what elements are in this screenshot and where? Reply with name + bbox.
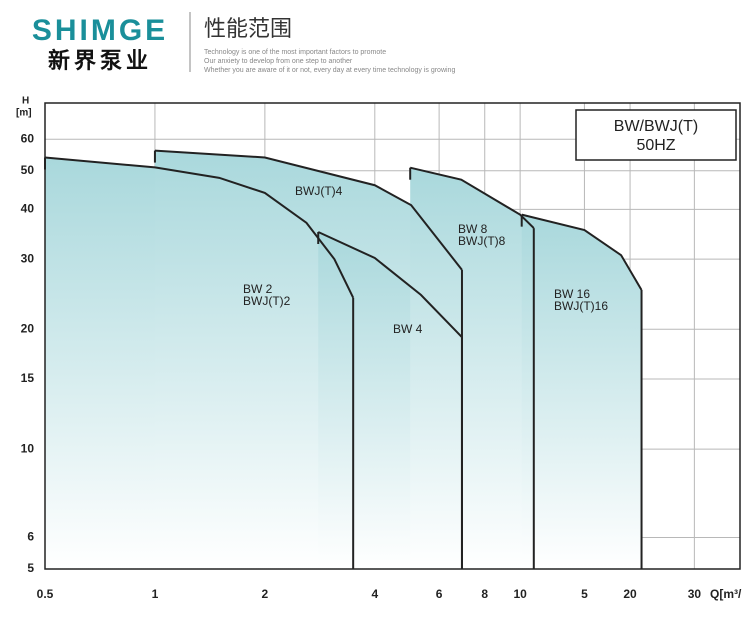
legend-box	[575, 109, 737, 161]
x-tick-label: 8	[481, 587, 488, 601]
legend-text: 50HZ	[636, 137, 675, 154]
curve	[317, 231, 463, 338]
y-axis-label: H	[22, 96, 29, 107]
region-label: BWJ(T)16	[554, 299, 608, 313]
region-label: BWJ(T)8	[458, 234, 506, 248]
x-tick-label: 30	[688, 587, 702, 601]
plot-frame	[44, 102, 741, 570]
y-tick-label: 6	[27, 530, 34, 544]
x-tick-label: 4	[371, 587, 378, 601]
header-line: Whether you are aware of it or not, ever…	[204, 67, 455, 74]
region-label: BW 4	[393, 322, 423, 336]
x-tick-label: 20	[623, 587, 637, 601]
logo-cn: 新界泵业	[48, 48, 152, 73]
legend-text: BW/BWJ(T)	[614, 118, 698, 135]
region-label: BWJ(T)4	[295, 184, 343, 198]
curve	[409, 166, 535, 229]
curve	[44, 156, 355, 299]
y-tick-label: 10	[21, 441, 35, 455]
region-label: BW 16	[554, 287, 590, 301]
y-tick-label: 30	[21, 251, 35, 265]
x-axis-label: Q[m³/	[710, 587, 742, 601]
region-label: BWJ(T)2	[243, 294, 291, 308]
x-tick-label: 6	[436, 587, 443, 601]
x-tick-label: 2	[262, 587, 269, 601]
x-tick-label: 0.5	[37, 587, 54, 601]
x-tick-label: 5	[581, 587, 588, 601]
region-label: BW 8	[458, 222, 488, 236]
x-tick-label: 10	[513, 587, 527, 601]
y-tick-label: 50	[21, 163, 35, 177]
y-tick-label: 5	[27, 561, 34, 575]
y-tick-label: 60	[21, 131, 35, 145]
y-tick-label: 40	[21, 202, 35, 216]
curve	[154, 149, 463, 271]
y-tick-label: 15	[21, 371, 35, 385]
header-line: Our anxiety to develop from one step to …	[204, 58, 353, 65]
x-tick-label: 1	[152, 587, 159, 601]
curve	[521, 213, 643, 291]
header-line: Technology is one of the most important …	[204, 49, 386, 56]
header-title: 性能范围	[204, 16, 292, 41]
region-label: BW 2	[243, 282, 273, 296]
region-fill	[410, 167, 534, 569]
region-fill	[521, 214, 642, 569]
logo: SHIMGE	[32, 14, 168, 47]
y-axis-label: [m]	[16, 108, 32, 119]
y-tick-label: 20	[21, 321, 35, 335]
